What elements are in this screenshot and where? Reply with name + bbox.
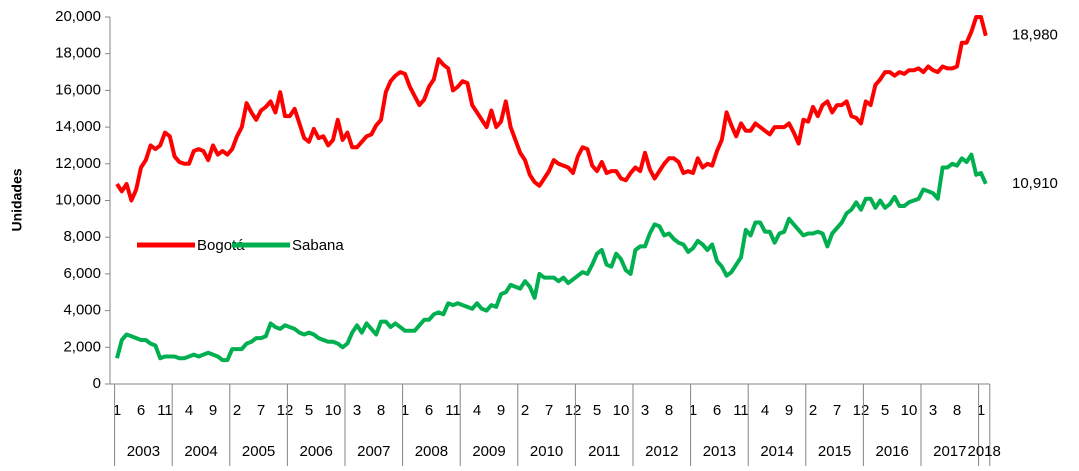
year-label: 2004 — [184, 443, 217, 460]
y-tick-label: 2,000 — [63, 338, 101, 355]
x-tick-label: 5 — [593, 402, 601, 419]
x-tick-label: 3 — [353, 402, 361, 419]
y-tick-label: 0 — [93, 375, 101, 392]
series-line — [115, 15, 988, 203]
x-tick-label: 11 — [157, 402, 173, 419]
x-tick-label: 8 — [953, 402, 961, 419]
x-tick-label: 9 — [497, 402, 505, 419]
year-label: 2016 — [876, 443, 909, 460]
x-tick-label: 10 — [613, 402, 630, 419]
x-tick-label: 6 — [137, 402, 145, 419]
year-label: 2006 — [300, 443, 333, 460]
year-label: 2009 — [472, 443, 505, 460]
x-tick-label: 9 — [785, 402, 793, 419]
x-tick-label: 7 — [257, 402, 265, 419]
y-tick-label: 12,000 — [55, 155, 101, 172]
x-tick-label: 12 — [853, 402, 870, 419]
x-tick-label: 11 — [445, 402, 461, 419]
x-tick-label: 2 — [521, 402, 529, 419]
x-tick-label: 7 — [545, 402, 553, 419]
year-label: 2014 — [760, 443, 793, 460]
x-tick-label: 1 — [113, 402, 121, 419]
y-tick-label: 14,000 — [55, 118, 101, 135]
x-tick-label: 8 — [377, 402, 385, 419]
y-tick-label: 10,000 — [55, 191, 101, 208]
year-label: 2005 — [242, 443, 275, 460]
x-tick-label: 11 — [733, 402, 749, 419]
year-label: 2007 — [357, 443, 390, 460]
year-label: 2015 — [818, 443, 851, 460]
year-label: 2010 — [530, 443, 563, 460]
x-tick-label: 4 — [185, 402, 193, 419]
x-tick-label: 12 — [277, 402, 294, 419]
y-tick-label: 6,000 — [63, 265, 101, 282]
x-tick-label: 4 — [761, 402, 769, 419]
x-tick-label: 4 — [473, 402, 481, 419]
x-tick-label: 3 — [641, 402, 649, 419]
year-label: 2018 — [968, 443, 1001, 460]
year-label: 2008 — [415, 443, 448, 460]
y-tick-label: 16,000 — [55, 81, 101, 98]
x-tick-label: 9 — [209, 402, 217, 419]
y-tick-label: 20,000 — [55, 8, 101, 25]
year-label: 2003 — [127, 443, 160, 460]
series-line — [115, 152, 988, 363]
x-tick-label: 7 — [833, 402, 841, 419]
legend-label: Bogotá — [197, 237, 245, 254]
x-tick-label: 5 — [881, 402, 889, 419]
x-tick-label: 12 — [565, 402, 582, 419]
x-tick-label: 2 — [809, 402, 817, 419]
x-tick-label: 8 — [665, 402, 673, 419]
x-tick-label: 10 — [901, 402, 918, 419]
data-label: 18,980 — [1012, 27, 1058, 44]
year-label: 2012 — [645, 443, 678, 460]
x-tick-label: 6 — [713, 402, 721, 419]
x-tick-label: 1 — [689, 402, 697, 419]
x-tick-label: 2 — [233, 402, 241, 419]
x-tick-label: 6 — [425, 402, 433, 419]
x-tick-label: 10 — [325, 402, 342, 419]
y-tick-label: 18,000 — [55, 45, 101, 62]
x-tick-label: 1 — [977, 402, 985, 419]
y-tick-label: 4,000 — [63, 302, 101, 319]
y-tick-label: 8,000 — [63, 228, 101, 245]
legend-label: Sabana — [292, 237, 344, 254]
data-label: 10,910 — [1012, 175, 1058, 192]
x-tick-label: 1 — [401, 402, 409, 419]
year-label: 2013 — [703, 443, 736, 460]
year-label: 2011 — [588, 443, 620, 460]
x-tick-label: 3 — [929, 402, 937, 419]
x-tick-label: 5 — [305, 402, 313, 419]
y-axis-title: Unidades — [9, 168, 25, 231]
year-label: 2017 — [933, 443, 966, 460]
